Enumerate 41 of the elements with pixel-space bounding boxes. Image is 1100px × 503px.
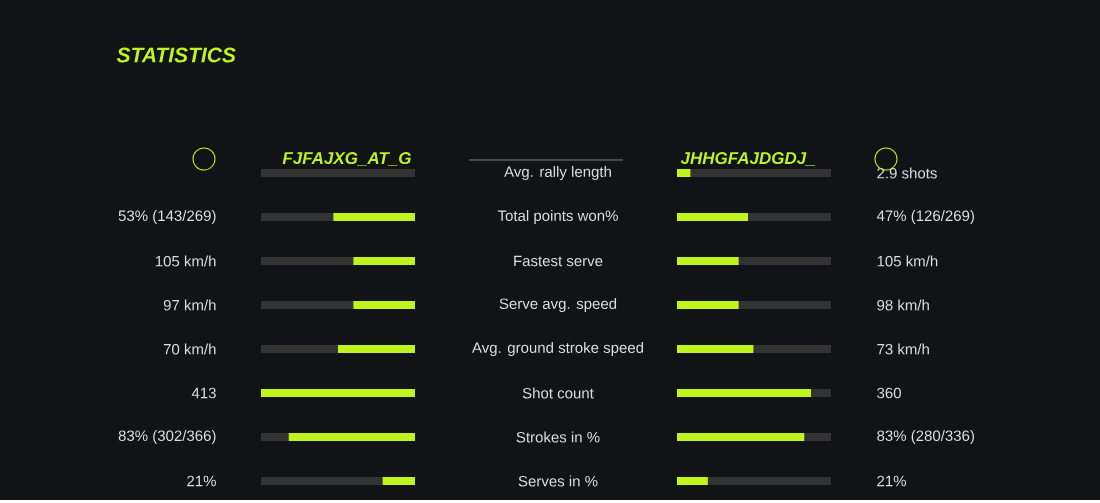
bar — [261, 388, 416, 397]
y-tick-label: Shot count — [522, 387, 594, 399]
text: FJFAJXG_AT_G — [282, 152, 411, 166]
y-tick-label: Total points won% — [497, 210, 618, 224]
series-label: JHHGFAJDGDJ_ — [680, 152, 815, 166]
bar — [677, 432, 805, 441]
text: 105 km/h — [155, 255, 216, 267]
bar — [677, 213, 749, 221]
y-tick-label: 360 — [877, 387, 901, 399]
text: 21% — [187, 475, 216, 487]
bar — [353, 300, 416, 309]
y-tick-label: 2.9 shots — [877, 167, 937, 179]
y-tick-label: Fastest serve — [514, 255, 603, 267]
bar — [677, 388, 812, 397]
text: 70 km/h — [163, 343, 216, 355]
y-tick-label: 21% — [877, 475, 907, 487]
bar — [382, 476, 416, 485]
bar — [677, 476, 708, 485]
y-tick-label: Avg. rally length — [504, 166, 611, 180]
y-tick-label: Serves in % — [518, 475, 598, 487]
bar — [333, 213, 416, 221]
bar — [677, 169, 691, 177]
y-tick-label: 47% (126/269) — [876, 210, 974, 224]
text: 53% (143/269) — [118, 210, 216, 224]
y-tick-label: Avg. ground stroke speed — [472, 342, 644, 356]
bar — [288, 432, 416, 441]
y-tick-label: Serve avg. speed — [499, 298, 617, 312]
bar — [677, 344, 754, 353]
text: 413 — [191, 387, 216, 399]
y-tick-label: 105 km/h — [877, 255, 938, 267]
bar — [677, 300, 739, 309]
bar — [353, 257, 416, 265]
bar — [338, 344, 416, 353]
y-tick-label: Strokes in % — [516, 431, 600, 443]
y-tick-label: 73 km/h — [877, 343, 929, 355]
text: 97 km/h — [163, 299, 216, 311]
y-tick-label: 83% (280/336) — [877, 430, 974, 444]
text: 83% (302/366) — [118, 430, 216, 444]
chart-title: STATISTICS — [116, 47, 236, 63]
y-tick-label: 98 km/h — [877, 299, 929, 311]
bar — [677, 257, 739, 265]
